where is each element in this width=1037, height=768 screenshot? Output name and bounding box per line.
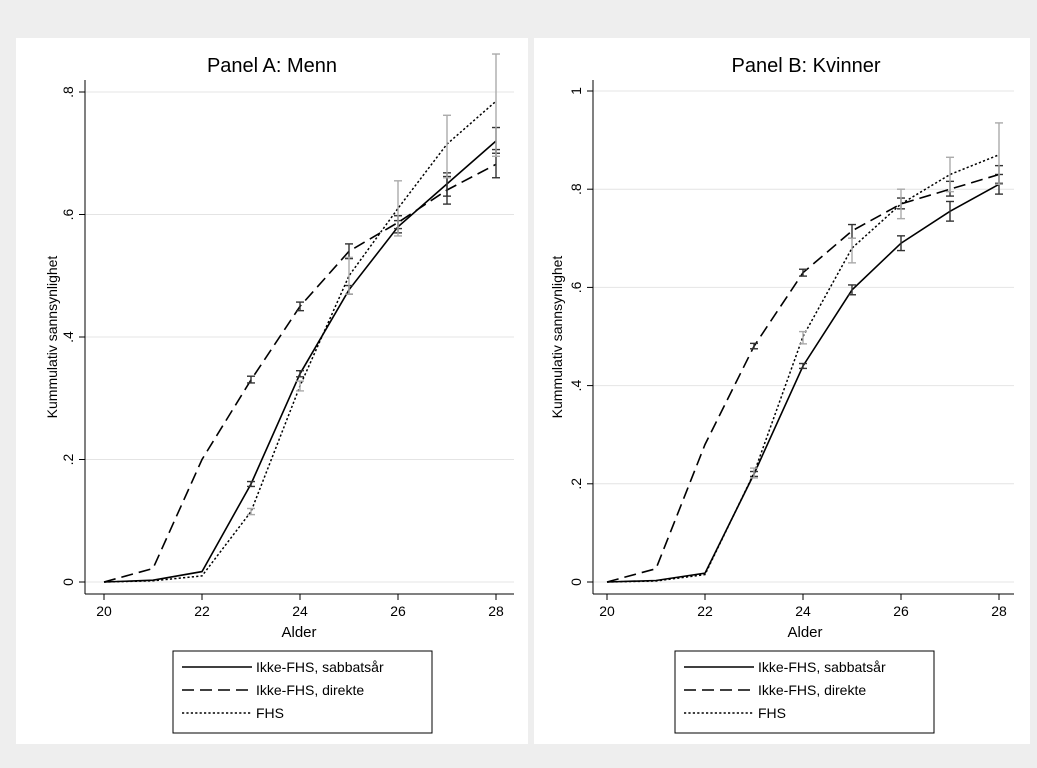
panel-a: Panel A: Menn 0 .2 .4 .6 .8 20 22 24 26 28 Alder… <box>16 38 528 744</box>
panel-b-error-bar <box>897 188 905 220</box>
panel-a-y-tick-label: .4 <box>60 331 76 343</box>
panel-b-title: Panel B: Kvinner <box>732 55 881 77</box>
panel-b: Panel B: Kvinner 0 .2 .4 .6 .8 1 20 22 24 26 28 A… <box>534 38 1030 744</box>
panel-a-error-bar <box>394 180 402 237</box>
panel-a-plot-area <box>103 53 500 583</box>
panel-b-y-tick-label: .2 <box>568 478 584 490</box>
panel-a-error-bar <box>443 114 451 179</box>
panel-a-x-tick-label: 26 <box>390 603 406 619</box>
panel-a-error-bar <box>296 301 304 312</box>
panel-a-y-tick-label: .8 <box>60 86 76 98</box>
panel-a-x-tick-label: 24 <box>292 603 308 619</box>
panel-a-legend-items: Ikke-FHS, sabbatsår Ikke-FHS, direkte FHS <box>182 659 384 721</box>
panel-b-y-tick-label: .8 <box>568 183 584 195</box>
panel-a-background <box>16 38 528 744</box>
panel-b-error-bar <box>946 156 954 193</box>
panel-b-error-bar <box>946 200 954 222</box>
panel-b-x-tick-label: 26 <box>893 603 909 619</box>
panel-a-x-ticks: 20 22 24 26 28 <box>96 594 504 619</box>
panel-a-y-tick-label: .2 <box>60 453 76 465</box>
panel-a-error-bar <box>296 380 304 392</box>
panel-b-background <box>534 38 1030 744</box>
panel-a-legend-box <box>172 650 433 734</box>
panel-b-x-axis-label: Alder <box>787 624 822 641</box>
panel-b-y-tick-label: .6 <box>568 281 584 293</box>
panel-a-error-bar <box>492 53 500 158</box>
panel-b-legend-box <box>674 650 935 734</box>
panel-b-error-bar <box>848 237 856 264</box>
panel-a-legend-label: Ikke-FHS, sabbatsår <box>256 659 384 675</box>
panel-a-legend-label: Ikke-FHS, direkte <box>256 682 364 698</box>
panel-b-error-bar <box>799 268 807 277</box>
panel-a-y-ticks: 0 .2 .4 .6 .8 <box>60 86 85 586</box>
panel-b-x-tick-label: 22 <box>697 603 713 619</box>
panel-b-legend-label: Ikke-FHS, sabbatsår <box>758 659 886 675</box>
panel-b-x-tick-label: 20 <box>599 603 615 619</box>
panel-a-x-axis-label: Alder <box>281 624 316 641</box>
panel-b-y-tick-label: .4 <box>568 380 584 392</box>
panel-b-error-bar <box>897 235 905 252</box>
panel-b-x-tick-label: 28 <box>991 603 1007 619</box>
panel-b-error-bar <box>848 284 856 296</box>
panel-a-error-bar <box>247 507 255 516</box>
panel-b-legend: Ikke-FHS, sabbatsår Ikke-FHS, direkte FHS <box>674 650 935 734</box>
panel-b-x-tick-label: 24 <box>795 603 811 619</box>
panel-b-legend-label: Ikke-FHS, direkte <box>758 682 866 698</box>
panel-b-gridlines <box>593 90 1014 583</box>
panel-a-x-tick-label: 22 <box>194 603 210 619</box>
panel-b-error-bar <box>750 342 758 350</box>
panel-a-x-tick-label: 20 <box>96 603 112 619</box>
panel-b-y-tick-label: 1 <box>568 87 584 95</box>
panel-b-error-bar <box>995 122 1003 185</box>
panel-a-gridlines <box>85 91 514 583</box>
panel-a-legend-label: FHS <box>256 705 284 721</box>
panel-a-x-tick-label: 28 <box>488 603 504 619</box>
panel-b-plot-area <box>606 122 1003 583</box>
panel-b-error-bar <box>799 330 807 345</box>
panel-a-y-tick-label: .6 <box>60 208 76 220</box>
panel-b-legend-label: FHS <box>758 705 786 721</box>
panel-b-error-bar <box>750 467 758 479</box>
panel-b-legend-items: Ikke-FHS, sabbatsår Ikke-FHS, direkte FHS <box>684 659 886 721</box>
panel-b-error-bar <box>799 362 807 370</box>
panel-a-y-tick-label: 0 <box>60 578 76 586</box>
panel-a-legend: Ikke-FHS, sabbatsår Ikke-FHS, direkte FHS <box>172 650 433 734</box>
panel-b-y-ticks: 0 .2 .4 .6 .8 1 <box>568 87 593 586</box>
panel-a-y-axis-label: Kummulativ sannsynlighet <box>44 256 60 419</box>
panel-b-x-ticks: 20 22 24 26 28 <box>599 594 1007 619</box>
panel-a-error-bar <box>296 369 304 378</box>
panel-a-error-bar <box>247 480 255 488</box>
panel-b-y-tick-label: 0 <box>568 578 584 586</box>
panel-a-error-bar <box>345 256 353 295</box>
panel-a-error-bar <box>247 375 255 384</box>
panel-b-y-axis-label: Kummulativ sannsynlighet <box>549 256 565 419</box>
panel-a-title: Panel A: Menn <box>207 55 337 77</box>
